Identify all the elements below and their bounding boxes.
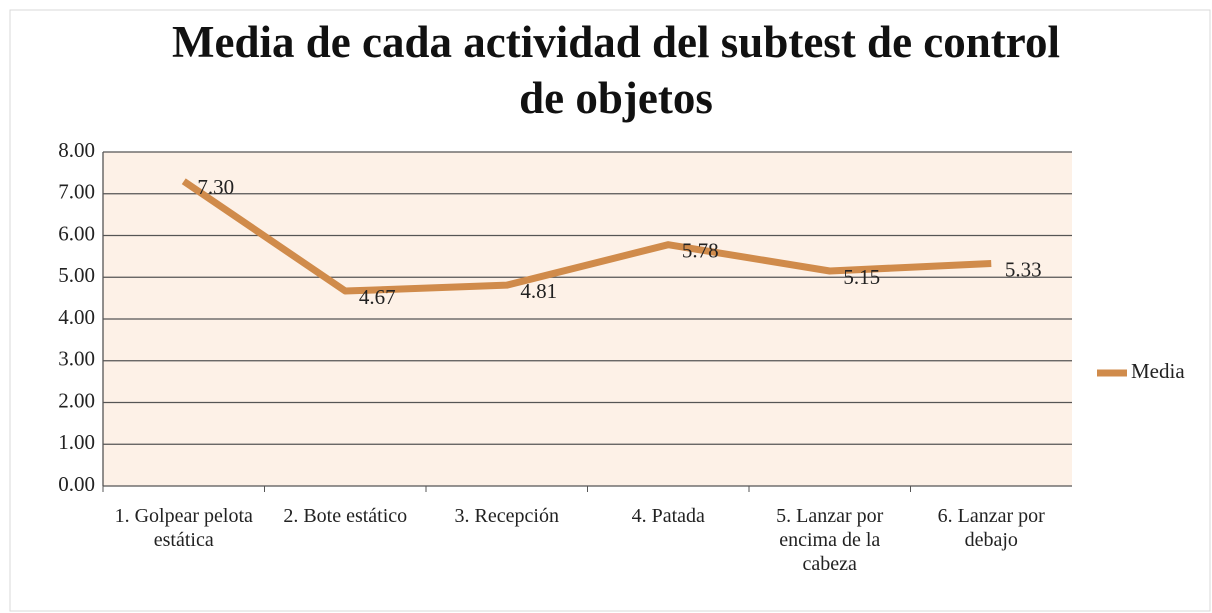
- y-tick-label: 4.00: [58, 305, 95, 329]
- y-tick-label: 1.00: [58, 430, 95, 454]
- data-label: 5.33: [1005, 257, 1042, 281]
- y-tick-label: 6.00: [58, 221, 95, 245]
- legend-label: Media: [1131, 359, 1185, 383]
- data-label: 5.15: [843, 265, 880, 289]
- x-tick-label: 4. Patada: [631, 505, 705, 527]
- x-tick-label: 5. Lanzar por encima de la cabeza: [776, 505, 884, 575]
- y-tick-label: 8.00: [58, 138, 95, 162]
- frame: [9, 9, 1211, 612]
- x-tick-label: 1. Golpear pelota estática: [114, 505, 253, 551]
- x-tick-label: 3. Recepción: [454, 505, 559, 527]
- y-tick-label: 5.00: [58, 263, 95, 287]
- y-tick-label: 3.00: [58, 347, 95, 371]
- data-label: 7.30: [197, 175, 234, 199]
- x-tick-label: 2. Bote estático: [283, 505, 408, 527]
- x-tick-label: 6. Lanzar por debajo: [937, 505, 1045, 551]
- y-tick-label: 0.00: [58, 472, 95, 496]
- y-tick-label: 7.00: [58, 180, 95, 204]
- chart-title: Media de cada actividad del subtest de c…: [172, 17, 1060, 123]
- line: [181, 178, 992, 295]
- data-label: 4.67: [359, 285, 396, 309]
- data-label: 5.78: [682, 238, 719, 262]
- y-tick-label: 2.00: [58, 388, 95, 412]
- data-label: 4.81: [520, 279, 557, 303]
